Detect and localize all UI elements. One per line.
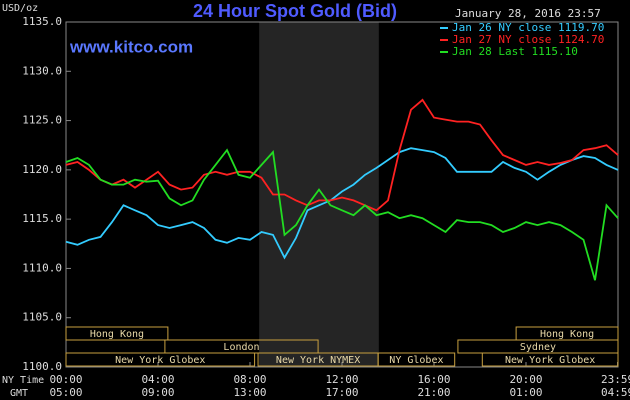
y-tick-label: 1130.0 — [22, 64, 62, 77]
session-label: New York Globex — [505, 355, 595, 366]
legend-label: Jan 26 NY close 1119.70 — [452, 21, 604, 34]
y-tick-label: 1110.0 — [22, 261, 62, 274]
x-axis-label: NY Time — [2, 375, 44, 386]
x2-axis-label: GMT — [10, 388, 28, 399]
session-box — [65, 352, 256, 367]
y-tick-label: 1100.0 — [22, 360, 62, 373]
x-tick-label: 20:00 — [509, 373, 542, 386]
y-tick-label: 1125.0 — [22, 114, 62, 127]
session-label: New York Globex — [115, 355, 205, 366]
x2-tick-label: 05:00 — [49, 386, 82, 399]
session-box — [377, 352, 456, 367]
session-label: New York NYMEX — [276, 355, 360, 366]
x2-tick-label: 01:00 — [509, 386, 542, 399]
legend-label: Jan 27 NY close 1124.70 — [452, 33, 604, 46]
y-tick-label: 1135.0 — [22, 15, 62, 28]
series-line — [65, 147, 619, 260]
source: www.kitco.com — [69, 37, 193, 56]
series-line — [65, 148, 619, 281]
x2-tick-label: 21:00 — [417, 386, 450, 399]
x-tick-label: 04:00 — [141, 373, 174, 386]
session-box — [481, 352, 619, 367]
chart-date: January 28, 2016 23:57 — [455, 7, 601, 20]
x-tick-label: 12:00 — [325, 373, 358, 386]
y-tick-label: 1115.0 — [22, 212, 62, 225]
x2-tick-label: 09:00 — [141, 386, 174, 399]
session-label: Hong Kong — [540, 329, 594, 340]
y-tick-label: 1105.0 — [22, 311, 62, 324]
chart-title: 24 Hour Spot Gold (Bid) — [193, 1, 397, 21]
session-box — [65, 326, 169, 341]
session-label: Hong Kong — [90, 329, 144, 340]
x2-tick-label: 04:59 — [601, 386, 630, 399]
y-axis-label: USD/oz — [2, 3, 38, 14]
x2-tick-label: 13:00 — [233, 386, 266, 399]
x-tick-label: 23:59 — [601, 373, 630, 386]
legend-label: Jan 28 Last 1115.10 — [452, 45, 578, 58]
session-label: NY Globex — [389, 355, 443, 366]
y-tick-label: 1120.0 — [22, 163, 62, 176]
series-line — [65, 98, 619, 212]
x2-tick-label: 17:00 — [325, 386, 358, 399]
x-tick-label: 08:00 — [233, 373, 266, 386]
session-label: Sydney — [520, 342, 556, 353]
x-tick-label: 00:00 — [49, 373, 82, 386]
session-label: London — [223, 342, 259, 353]
x-tick-label: 16:00 — [417, 373, 450, 386]
